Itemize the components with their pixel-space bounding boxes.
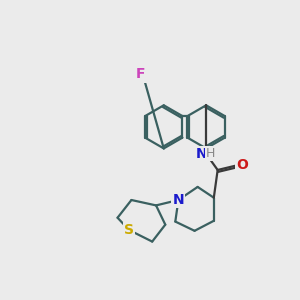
Text: N: N (196, 147, 207, 161)
Text: F: F (136, 68, 146, 82)
Text: O: O (236, 158, 248, 172)
Text: S: S (124, 223, 134, 237)
Text: N: N (172, 193, 184, 207)
Text: H: H (206, 147, 215, 160)
